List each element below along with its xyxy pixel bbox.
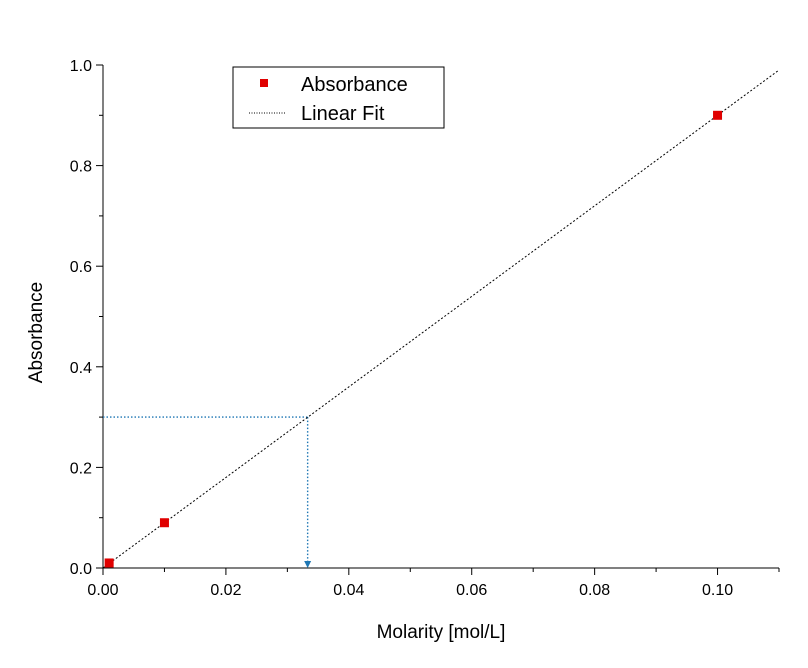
legend-linear-fit-label: Linear Fit [301,103,385,125]
data-point [713,110,723,120]
axes: 0.00 0.02 0.04 0.06 0.08 0.10 0.0 0.2 0.4 0.6 0.8 1… [70,58,780,599]
data-point [104,558,114,568]
x-tick-label: 0.04 [333,582,364,599]
x-tick-label: 0.08 [579,582,610,599]
x-tick-label: 0.00 [87,582,118,599]
data-point [159,518,169,528]
guide-arrow-head [304,561,312,568]
y-tick-label: 0.4 [70,360,92,377]
legend-absorbance-label: Absorbance [301,74,408,96]
x-tick-label: 0.10 [702,582,733,599]
y-tick-label: 0.8 [70,159,92,176]
y-tick-label: 0.0 [70,561,92,578]
x-tick-label: 0.06 [456,582,487,599]
y-tick-label: 0.6 [70,259,92,276]
y-axis-title: Absorbance [26,282,47,383]
y-tick-label: 0.2 [70,460,92,477]
legend: Absorbance Linear Fit [232,66,445,129]
y-tick-label: 1.0 [70,58,92,75]
annotations [103,416,312,568]
legend-box [232,66,445,129]
x-axis-title: Molarity [mol/L] [377,622,506,643]
x-tick-label: 0.02 [210,582,241,599]
series-layer [102,69,780,569]
linear-fit-line [102,69,780,569]
legend-absorbance-marker [260,79,268,87]
